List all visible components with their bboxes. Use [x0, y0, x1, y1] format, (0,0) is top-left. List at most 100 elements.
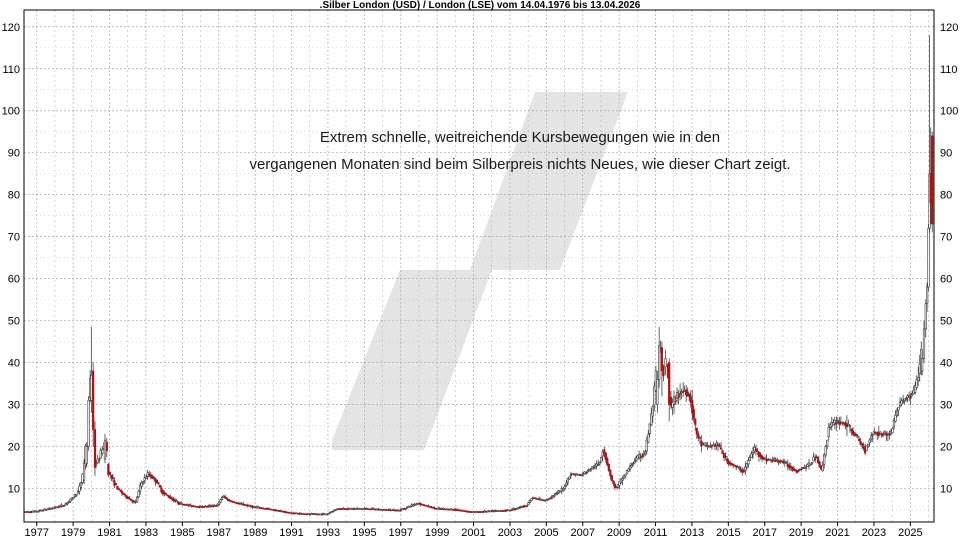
candle-up	[98, 459, 101, 462]
candle-down	[817, 457, 820, 464]
x-tick-label: 2009	[607, 527, 631, 539]
candle-up	[653, 386, 656, 406]
candle-up	[809, 463, 812, 466]
candle-up	[409, 506, 412, 508]
candle-up	[624, 473, 627, 477]
y-tick-label-right: 100	[940, 106, 958, 118]
candle-up	[645, 439, 648, 452]
candle-up	[867, 444, 870, 448]
candle-down	[859, 441, 862, 445]
x-tick-label: 1985	[170, 527, 194, 539]
candle-up	[90, 374, 93, 401]
candle-up	[327, 512, 330, 515]
candle-up	[527, 502, 530, 506]
candle-up	[627, 468, 630, 472]
candle-down	[117, 488, 121, 491]
candle-up	[70, 497, 74, 501]
candle-down	[158, 484, 161, 488]
x-tick-label: 2019	[789, 527, 813, 539]
y-tick-label-left: 100	[2, 106, 20, 118]
x-tick-label: 1981	[97, 527, 121, 539]
candle-up	[220, 496, 224, 500]
candle-up	[621, 478, 624, 481]
candle-down	[610, 475, 613, 482]
candle-layer	[23, 35, 934, 516]
candle-up	[865, 445, 868, 451]
candle-up	[704, 442, 707, 446]
candle-up	[922, 328, 926, 359]
candle-up	[915, 379, 918, 389]
y-tick-label-right: 10	[940, 483, 952, 495]
candle-up	[856, 435, 859, 438]
candle-up	[140, 482, 143, 487]
candle-down	[114, 483, 118, 486]
candle-down	[719, 447, 723, 450]
x-tick-label: 2025	[898, 527, 922, 539]
x-tick-label: 2007	[570, 527, 594, 539]
candle-up	[927, 227, 930, 288]
candle-up	[674, 400, 677, 402]
candle-up	[78, 485, 81, 492]
candle-up	[870, 435, 873, 440]
candle-up	[586, 470, 589, 473]
candle-down	[709, 446, 712, 448]
candle-up	[664, 358, 667, 368]
candle-down	[609, 469, 612, 477]
candle-down	[404, 508, 407, 510]
annotation-line-1: Extrem schnelle, weitreichende Kursbeweg…	[319, 129, 721, 146]
candle-up	[217, 501, 221, 506]
candle-down	[63, 504, 66, 507]
candle-down	[111, 477, 114, 480]
candle-up	[848, 425, 852, 428]
candle-up	[768, 458, 771, 461]
candle-up	[592, 467, 595, 469]
candle-up	[52, 507, 55, 510]
watermark-logo	[332, 92, 628, 450]
candle-up	[738, 467, 741, 470]
candle-down	[108, 471, 111, 475]
candle-down	[695, 427, 698, 435]
candle-up	[642, 453, 645, 456]
y-tick-label-left: 110	[2, 64, 20, 76]
candle-up	[73, 494, 77, 498]
x-tick-label: 1989	[243, 527, 267, 539]
candle-up	[638, 454, 641, 459]
y-tick-label-right: 40	[940, 358, 952, 370]
candle-up	[521, 506, 524, 508]
y-tick-label-right: 80	[940, 190, 952, 202]
chart-title: .Silber London (USD) / London (LSE) vom …	[319, 0, 641, 11]
candle-down	[119, 489, 122, 492]
candle-up	[824, 446, 827, 456]
candle-down	[677, 394, 680, 398]
x-tick-label: 2001	[461, 527, 485, 539]
candle-up	[554, 493, 557, 496]
candle-up	[136, 496, 139, 503]
candle-up	[901, 401, 905, 404]
candle-down	[113, 480, 116, 486]
x-tick-label: 1993	[316, 527, 340, 539]
candle-down	[107, 464, 110, 475]
candle-down	[688, 393, 691, 397]
candle-up	[748, 456, 751, 462]
candle-up	[600, 457, 603, 463]
candle-down	[789, 466, 792, 468]
y-tick-label-right: 70	[940, 232, 952, 244]
candle-down	[888, 433, 891, 436]
x-tick-label: 1979	[61, 527, 85, 539]
y-tick-label-right: 90	[940, 148, 952, 160]
candle-up	[897, 406, 900, 411]
candle-down	[698, 437, 701, 439]
candle-up	[518, 507, 521, 509]
candle-up	[66, 502, 69, 505]
candle-up	[189, 504, 192, 506]
y-tick-label-left: 40	[8, 358, 20, 370]
candle-down	[123, 494, 127, 496]
candle-up	[873, 431, 876, 433]
candle-down	[857, 438, 861, 441]
candle-down	[606, 458, 609, 466]
y-tick-label-left: 120	[2, 22, 20, 34]
candle-up	[785, 462, 788, 464]
candle-down	[700, 440, 703, 447]
candle-down	[613, 483, 616, 489]
